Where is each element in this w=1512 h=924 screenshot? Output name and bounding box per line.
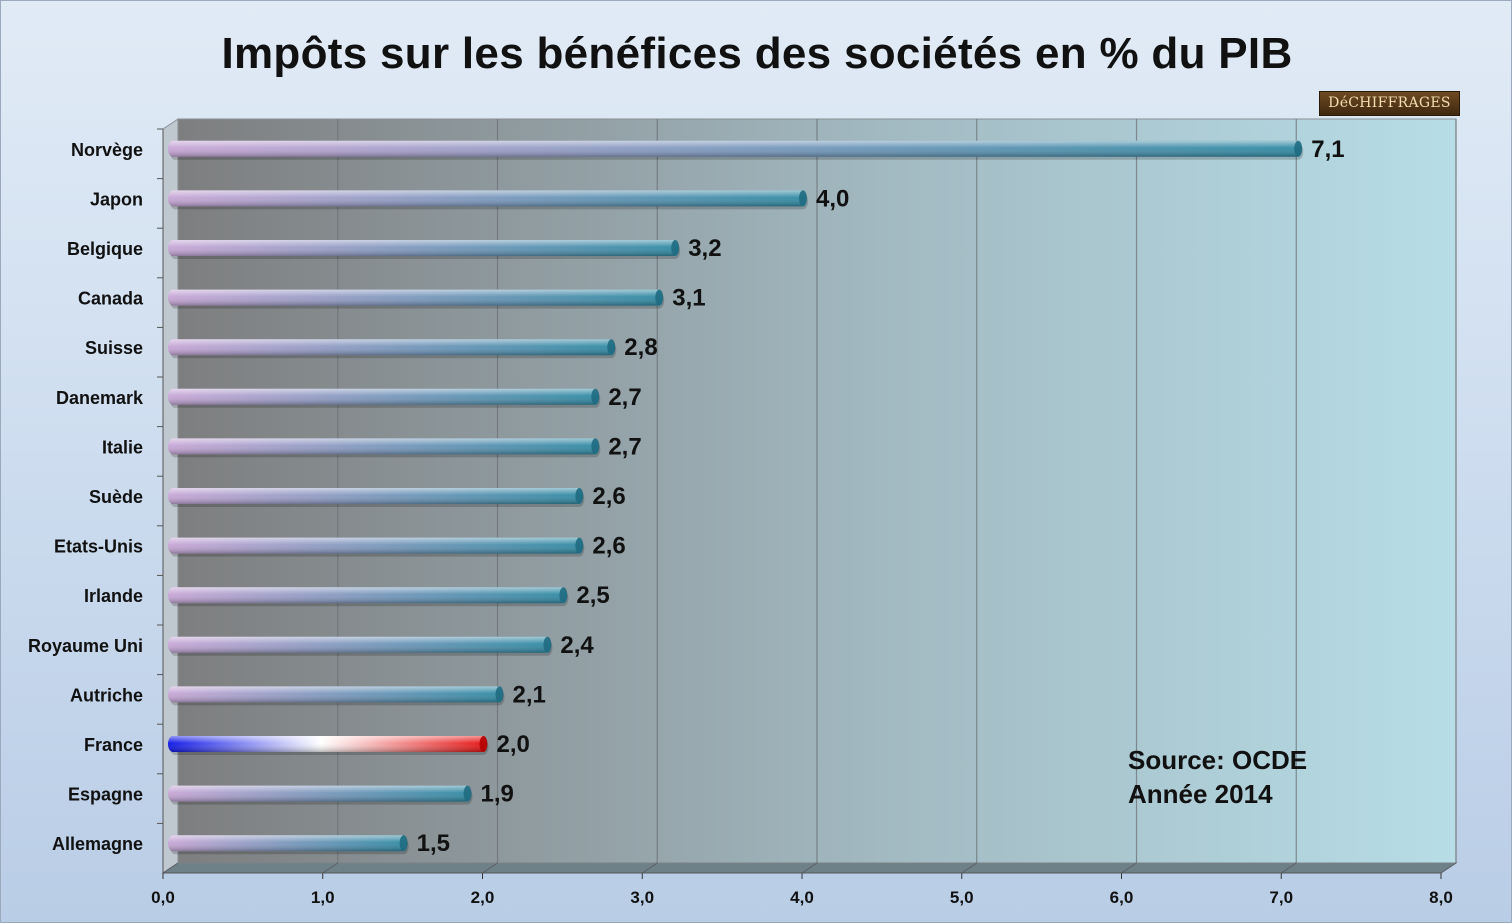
floor-gridline	[801, 862, 818, 874]
category-label: Japon	[90, 189, 143, 209]
x-tick-label: 1,0	[311, 888, 335, 907]
value-label: 2,6	[592, 483, 625, 510]
value-label: 3,2	[688, 235, 721, 262]
value-label: 2,8	[624, 334, 657, 361]
category-label: Italie	[102, 437, 143, 457]
bar-shine	[168, 438, 599, 455]
x-tick-label: 3,0	[630, 888, 654, 907]
floor-gridline	[641, 862, 658, 874]
bar-shine	[168, 785, 471, 802]
value-label: 2,6	[592, 533, 625, 560]
bar-end-cap	[479, 736, 488, 752]
value-label: 3,1	[672, 285, 705, 312]
value-label: 2,5	[576, 582, 609, 609]
bar-end-cap	[575, 537, 584, 554]
source-line: Source: OCDE	[1128, 745, 1308, 775]
bar-end-cap	[591, 438, 600, 455]
x-tick-label: 8,0	[1429, 888, 1453, 907]
bar-end-cap	[671, 240, 680, 256]
value-label: 2,0	[497, 731, 530, 758]
x-tick-label: 6,0	[1110, 888, 1134, 907]
floor-gridline	[482, 862, 498, 874]
bar-end-cap	[1294, 140, 1303, 157]
value-label: 2,1	[512, 681, 545, 708]
bar-end-cap	[655, 289, 664, 306]
bar-shine	[168, 686, 503, 703]
bar-end-cap	[399, 835, 408, 852]
category-label: Suède	[89, 487, 143, 507]
value-label: 2,7	[608, 433, 641, 460]
category-label: Espagne	[68, 785, 143, 805]
bar-shine	[168, 636, 551, 653]
bar-end-cap	[591, 388, 600, 405]
category-label: France	[84, 735, 143, 755]
value-label: 2,4	[560, 632, 594, 659]
category-label: Belgique	[67, 239, 143, 259]
bar-end-cap	[575, 488, 584, 504]
floor-gridline	[961, 862, 978, 874]
floor-gridline	[1280, 862, 1297, 874]
x-tick-label: 5,0	[950, 888, 974, 907]
bar-end-cap	[799, 190, 807, 207]
bar-shine	[168, 140, 1302, 157]
bar-shine	[168, 488, 583, 504]
category-label: Norvège	[71, 140, 143, 160]
floor-gridline	[322, 862, 339, 874]
category-label: Canada	[78, 289, 144, 309]
bar-shine	[168, 240, 679, 256]
bar-shine	[168, 736, 487, 752]
bar-shine	[168, 537, 583, 554]
dechiffrages-logo: DéCHIFFRAGES	[1319, 91, 1460, 116]
source-note: Source: OCDE Année 2014	[1128, 743, 1307, 811]
bar-shine	[168, 835, 407, 852]
bar-end-cap	[559, 587, 568, 604]
bar-shine	[168, 587, 567, 604]
bar-shine	[168, 289, 663, 306]
category-label: Danemark	[56, 388, 144, 408]
bar-shine	[168, 339, 615, 356]
chart-title: Impôts sur les bénéfices des sociétés en…	[221, 29, 1293, 78]
value-label: 2,7	[608, 384, 641, 411]
floor-gridline	[1440, 862, 1457, 874]
year-line: Année 2014	[1128, 779, 1273, 809]
category-label: Royaume Uni	[28, 636, 143, 656]
bar-end-cap	[543, 636, 552, 653]
bar-shine	[168, 388, 599, 405]
value-label: 4,0	[816, 185, 849, 212]
category-label: Etats-Unis	[54, 537, 143, 557]
x-tick-label: 2,0	[471, 888, 495, 907]
x-tick-label: 4,0	[790, 888, 814, 907]
bar-end-cap	[607, 339, 616, 356]
bar-end-cap	[463, 785, 472, 802]
value-label: 1,5	[417, 830, 450, 857]
floor-gridline	[1121, 862, 1137, 874]
value-label: 7,1	[1311, 136, 1344, 163]
x-tick-label: 0,0	[151, 888, 175, 907]
x-tick-label: 7,0	[1269, 888, 1293, 907]
bar-shine	[168, 190, 806, 207]
floor-gridline	[162, 862, 179, 874]
category-label: Autriche	[70, 685, 143, 705]
category-label: Allemagne	[52, 834, 143, 854]
bar-end-cap	[495, 686, 504, 703]
value-label: 1,9	[481, 781, 514, 808]
category-label: Suisse	[85, 338, 143, 358]
category-label: Irlande	[84, 586, 143, 606]
